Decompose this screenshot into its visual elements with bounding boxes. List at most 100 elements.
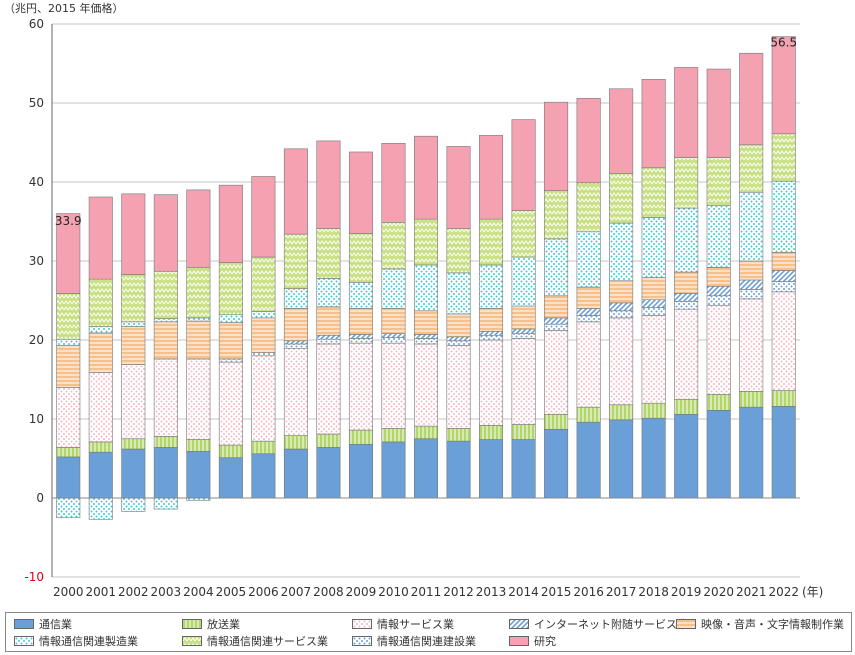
legend: 通信業 放送業 情報サービス業 インターネット附随サービス業 映像・音声・文字情報制作業… — [5, 612, 852, 652]
bar-segment — [771, 390, 796, 407]
bar-segment — [576, 421, 601, 499]
bar-stack — [283, 148, 308, 499]
bar-segment — [218, 322, 243, 360]
bar-segment — [446, 272, 471, 315]
legend-swatch — [509, 636, 529, 646]
bar-segment — [511, 333, 536, 339]
x-tick-label: 2017 — [606, 585, 637, 599]
x-tick-label: 2002 — [118, 585, 149, 599]
bar-segment — [706, 157, 731, 206]
bar-segment — [576, 321, 601, 408]
bar-segment — [739, 406, 764, 499]
bar-segment — [609, 173, 634, 224]
bar-segment — [446, 440, 471, 499]
bar-segment — [479, 334, 504, 341]
legend-label: 情報通信関連製造業 — [39, 635, 138, 648]
bar-segment — [381, 142, 406, 223]
bar-segment — [739, 191, 764, 262]
bar-segment — [381, 441, 406, 499]
bar-segment — [413, 310, 439, 335]
bar-segment-negative — [88, 497, 113, 520]
bar-segment — [706, 295, 731, 306]
bar-segment — [186, 189, 211, 268]
bar-stack — [674, 67, 699, 499]
bar-segment — [771, 252, 796, 271]
x-tick-label: 2013 — [476, 585, 507, 599]
bar-segment — [153, 318, 178, 323]
bar-segment — [316, 228, 341, 279]
bar-segment — [446, 313, 471, 338]
bar-segment — [88, 441, 113, 453]
bar-segment — [739, 52, 764, 146]
bar-segment — [283, 233, 308, 289]
bar-segment — [641, 79, 666, 169]
bar-segment — [121, 326, 146, 365]
x-tick-label: 2018 — [638, 585, 669, 599]
bar-segment — [544, 101, 569, 191]
bar-stack — [544, 101, 569, 499]
bar-segment — [413, 218, 439, 266]
bar-segment — [674, 207, 699, 273]
bar-segment — [739, 298, 764, 392]
bar-segment — [641, 307, 666, 316]
bar-segment — [576, 182, 601, 233]
bar-segment — [153, 270, 178, 319]
bar-segment — [446, 146, 471, 229]
bar-stack — [706, 68, 731, 499]
legend-label: インターネット附随サービス業 — [534, 618, 688, 631]
bar-segment — [479, 339, 504, 426]
bar-segment — [348, 282, 373, 309]
bar-segment-negative — [153, 497, 178, 510]
y-tick-label: 20 — [29, 333, 44, 347]
bar-stack — [511, 119, 536, 499]
bar-segment — [609, 317, 634, 406]
bar-segment — [381, 268, 406, 309]
bar-segment — [609, 302, 634, 312]
bar-segment — [153, 447, 178, 499]
bar-stack — [413, 135, 439, 499]
bar-stack — [479, 135, 504, 499]
x-tick-label: 2015 — [541, 585, 572, 599]
bar-segment — [674, 157, 699, 209]
bar-segment — [251, 176, 276, 258]
bar-segment — [413, 438, 439, 499]
bar-segment — [348, 233, 373, 283]
total-annotations: 33.9 56.5 — [55, 36, 797, 229]
bar-stack — [609, 88, 634, 499]
y-tick-label: 30 — [29, 254, 44, 268]
y-tick-label: 10 — [29, 412, 44, 426]
bar-segment — [576, 286, 601, 309]
bar-segment — [348, 443, 373, 499]
bar-segment — [218, 361, 243, 446]
bar-segment — [88, 451, 113, 499]
bar-segment — [446, 428, 471, 442]
bar-segment — [88, 332, 113, 373]
x-tick-label: 2007 — [281, 585, 312, 599]
bar-segment — [609, 419, 634, 499]
bar-segment — [381, 333, 406, 338]
bar-segment — [641, 417, 666, 499]
bar-segment — [121, 448, 146, 499]
bar-segment — [218, 184, 243, 263]
bar-segment — [186, 320, 211, 360]
bar-segment — [153, 194, 178, 272]
bar-segment — [121, 193, 146, 275]
bar-segment — [544, 238, 569, 297]
bar-segment — [218, 457, 243, 499]
bar-segment — [348, 334, 373, 339]
bar-segment — [544, 428, 569, 499]
legend-item: 研究 — [509, 633, 556, 649]
bar-segment — [413, 135, 439, 220]
bar-segment — [706, 267, 731, 287]
bar-segment — [413, 425, 439, 440]
bar-segment — [251, 311, 276, 319]
total-value-label: 33.9 — [55, 214, 82, 228]
x-tick-label: 2001 — [86, 585, 117, 599]
bar-segment — [218, 444, 243, 459]
legend-swatch — [509, 619, 529, 629]
bar-segment — [576, 308, 601, 316]
bar-stack — [56, 213, 81, 519]
bar-segment — [251, 440, 276, 455]
x-tick-label: 2000 — [53, 585, 84, 599]
bar-segment — [121, 438, 146, 450]
